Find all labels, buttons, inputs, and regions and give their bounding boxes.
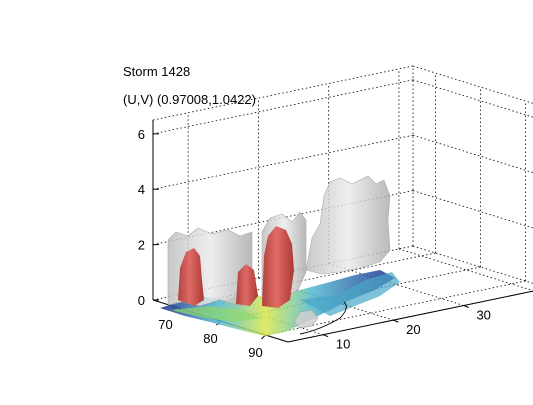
chart-title-line-2: (U,V) (0.97008,1.0422) (123, 92, 256, 107)
core-isosurface-blob-left (178, 248, 204, 306)
base-colormap-patch (300, 272, 400, 316)
z-tick-label: 2 (138, 238, 145, 253)
z-tick-label: 0 (138, 293, 145, 308)
grid-line-z (412, 134, 533, 173)
grid-line-z (412, 245, 533, 284)
z-tick-label: 6 (138, 127, 145, 142)
y-tick (463, 305, 469, 308)
x-tick-label: 80 (203, 331, 217, 346)
grid-line-z (152, 134, 414, 190)
outer-isosurface-small (293, 309, 319, 329)
chart-title-line-1: Storm 1428 (123, 64, 191, 79)
outer-isosurface-blob-right (305, 175, 391, 275)
y-axis-line (287, 290, 533, 343)
core-isosurface-blob-center (236, 264, 258, 306)
base-colormap-patch (170, 306, 262, 322)
box-edge (412, 65, 533, 104)
y-tick-label: 10 (336, 337, 350, 352)
x-tick-label: 90 (248, 345, 262, 360)
box-edge (152, 65, 414, 121)
grid-line-z (152, 79, 414, 135)
grid-line-floor-y (398, 248, 533, 292)
y-tick-label: 30 (476, 308, 490, 323)
core-isosurface-blob-tall (262, 226, 294, 308)
y-tick (393, 319, 399, 323)
y-tick (322, 334, 329, 338)
x-tick-label: 70 (158, 317, 172, 332)
grid-line-z (412, 190, 533, 229)
tick-labels: 024670809010203040 (138, 127, 491, 360)
storm-track-line (299, 301, 347, 335)
core-isosurface (178, 226, 294, 308)
y-tick-label: 20 (406, 322, 420, 337)
grid-line-z (412, 79, 533, 118)
z-tick-label: 4 (138, 182, 145, 197)
